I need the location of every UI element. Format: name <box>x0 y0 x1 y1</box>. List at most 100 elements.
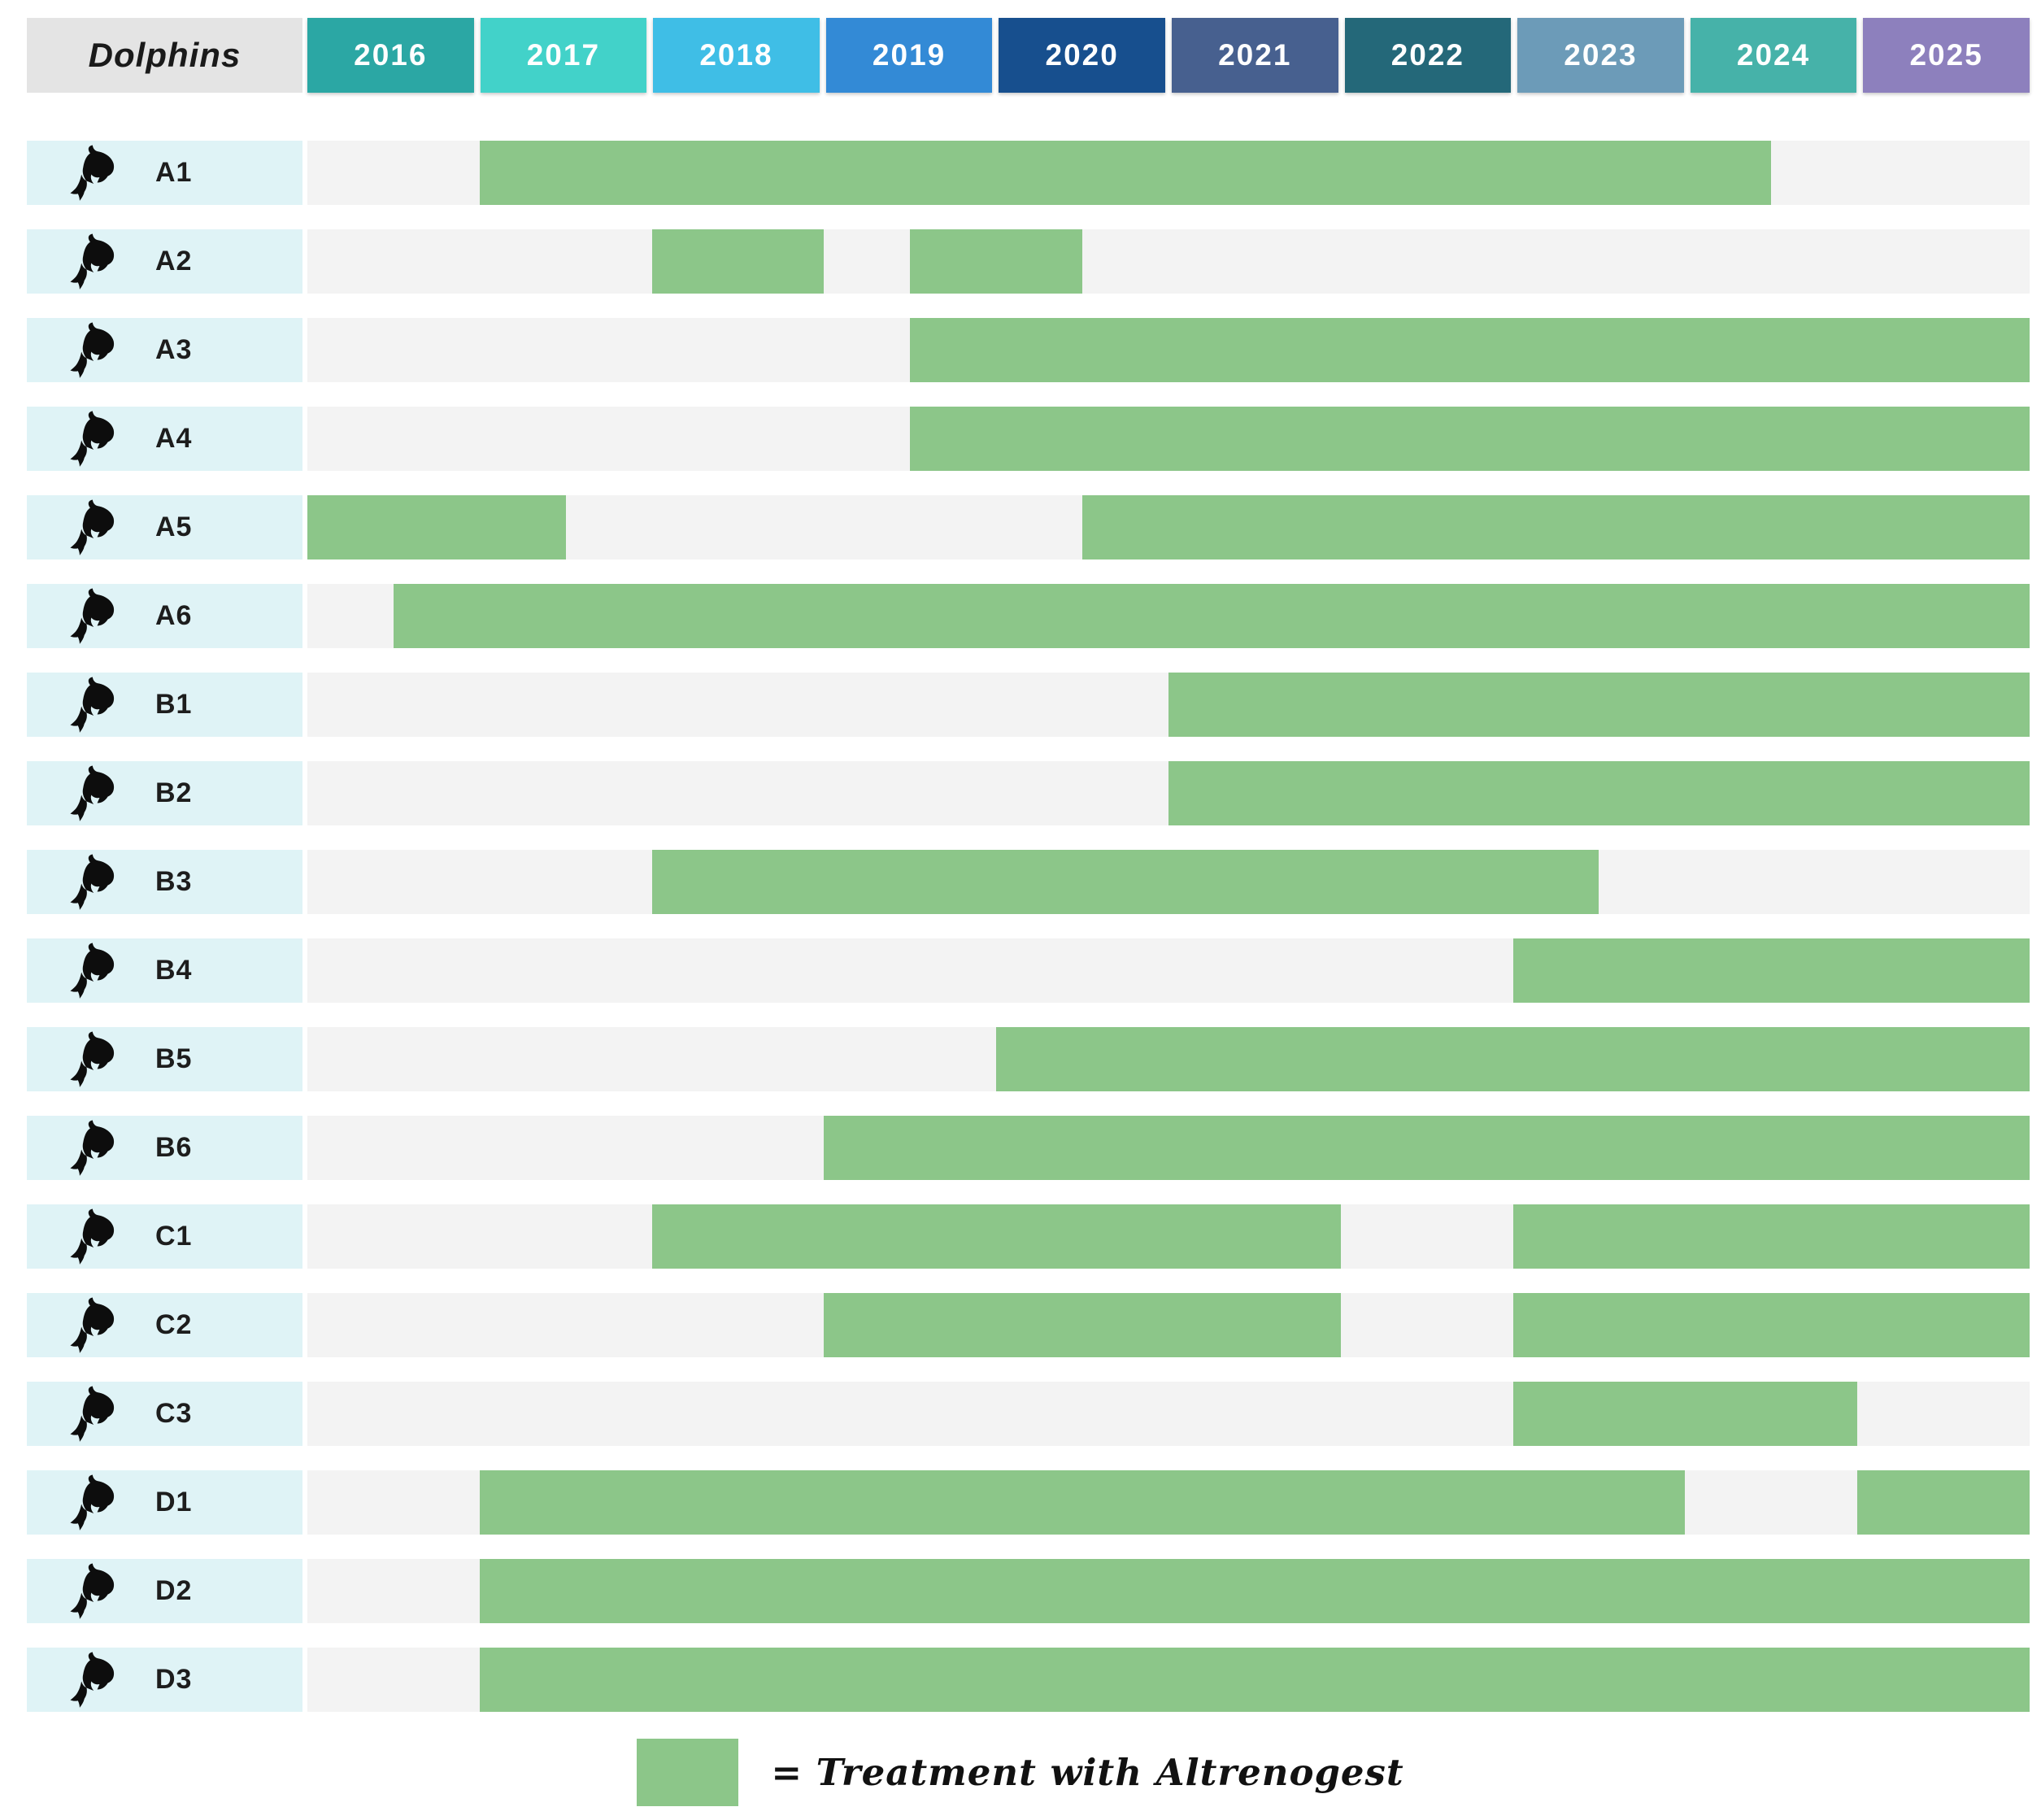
year-header-2020: 2020 <box>999 18 1165 93</box>
year-header-2021: 2021 <box>1171 18 1338 93</box>
treatment-bar <box>479 1470 1686 1535</box>
treatment-bar <box>307 495 566 559</box>
table-row-D1: D1 <box>27 1470 2030 1535</box>
row-label-text: A1 <box>155 157 193 188</box>
timeline-track <box>307 584 2030 648</box>
row-label-text: C1 <box>155 1221 193 1252</box>
row-label-text: A2 <box>155 246 193 276</box>
row-label-text: C3 <box>155 1398 193 1429</box>
table-row-A3: A3 <box>27 318 2030 382</box>
dolphin-icon <box>70 587 115 644</box>
row-label-text: A6 <box>155 600 193 631</box>
timeline-track <box>307 141 2030 205</box>
table-row-D2: D2 <box>27 1559 2030 1623</box>
treatment-bar <box>1857 1470 2030 1535</box>
treatment-bar <box>1512 1204 2030 1269</box>
dolphin-icon <box>70 764 115 821</box>
dolphin-icon <box>70 1651 115 1708</box>
row-label-text: D1 <box>155 1487 193 1517</box>
table-row-C1: C1 <box>27 1204 2030 1269</box>
row-label-cell: A4 <box>27 407 302 471</box>
treatment-bar <box>393 584 2030 648</box>
row-label-text: B5 <box>155 1043 193 1074</box>
timeline-track <box>307 1204 2030 1269</box>
timeline-track <box>307 495 2030 559</box>
row-label-cell: A5 <box>27 495 302 559</box>
year-header-2019: 2019 <box>825 18 993 93</box>
treatment-bar <box>910 318 2030 382</box>
dolphin-icon <box>70 1385 115 1442</box>
timeline-track <box>307 407 2030 471</box>
year-header-2023: 2023 <box>1517 18 1684 93</box>
dolphin-icon <box>70 1296 115 1353</box>
row-label-cell: D2 <box>27 1559 302 1623</box>
timeline-track <box>307 1470 2030 1535</box>
dolphin-icon <box>70 233 115 290</box>
table-row-B4: B4 <box>27 938 2030 1003</box>
timeline-track <box>307 850 2030 914</box>
table-row-A1: A1 <box>27 141 2030 205</box>
table-row-D3: D3 <box>27 1648 2030 1712</box>
table-row-B3: B3 <box>27 850 2030 914</box>
row-label-cell: D3 <box>27 1648 302 1712</box>
timeline-track <box>307 938 2030 1003</box>
row-label-cell: A6 <box>27 584 302 648</box>
row-label-cell: C3 <box>27 1382 302 1446</box>
treatment-bar <box>824 1293 1341 1357</box>
treatment-bar <box>479 1559 2030 1623</box>
dolphin-icon <box>70 410 115 467</box>
treatment-bar <box>651 229 825 294</box>
row-label-cell: D1 <box>27 1470 302 1535</box>
row-label-text: B2 <box>155 777 193 808</box>
treatment-bar <box>1512 938 2030 1003</box>
dolphin-icon <box>70 499 115 555</box>
row-label-cell: A2 <box>27 229 302 294</box>
dolphin-icon <box>70 1208 115 1265</box>
row-label-text: B3 <box>155 866 193 897</box>
dolphin-rows: A1 A2 A3 A4 A5 A6 B1 B2 B3 B4 B5 B6 C1 C… <box>0 141 2041 1712</box>
row-label-text: D3 <box>155 1664 193 1695</box>
dolphin-icon <box>70 321 115 378</box>
treatment-bar <box>1168 673 2030 737</box>
row-label-cell: B3 <box>27 850 302 914</box>
row-label-cell: C1 <box>27 1204 302 1269</box>
treatment-bar <box>1512 1382 1858 1446</box>
treatment-bar <box>996 1027 2030 1091</box>
dolphin-icon <box>70 1119 115 1176</box>
dolphin-icon <box>70 1562 115 1619</box>
dolphin-icon <box>70 942 115 999</box>
dolphin-icon <box>70 1474 115 1530</box>
timeline-track <box>307 1559 2030 1623</box>
year-header-2025: 2025 <box>1863 18 2030 93</box>
treatment-bar <box>479 141 1772 205</box>
treatment-bar <box>479 1648 2030 1712</box>
table-row-B2: B2 <box>27 761 2030 825</box>
table-row-C3: C3 <box>27 1382 2030 1446</box>
row-label-cell: A1 <box>27 141 302 205</box>
timeline-track <box>307 1293 2030 1357</box>
table-row-A6: A6 <box>27 584 2030 648</box>
treatment-bar <box>910 229 1083 294</box>
treatment-bar <box>1512 1293 2030 1357</box>
timeline-track <box>307 318 2030 382</box>
row-label-text: C2 <box>155 1309 193 1340</box>
timeline-track <box>307 1027 2030 1091</box>
year-header-2016: 2016 <box>307 18 474 93</box>
table-row-B6: B6 <box>27 1116 2030 1180</box>
table-row-B5: B5 <box>27 1027 2030 1091</box>
treatment-bar <box>1168 761 2030 825</box>
table-row-A4: A4 <box>27 407 2030 471</box>
treatment-bar <box>651 1204 1341 1269</box>
row-label-cell: A3 <box>27 318 302 382</box>
dolphin-icon <box>70 144 115 201</box>
timeline-track <box>307 673 2030 737</box>
legend-green-swatch <box>637 1738 739 1806</box>
row-label-text: A3 <box>155 334 193 365</box>
dolphin-icon <box>70 676 115 733</box>
chart-header-row: Dolphins 2016 2017 2018 2019 2020 2021 2022 202… <box>27 18 2030 93</box>
dolphin-icon <box>70 1030 115 1087</box>
year-header-strip: 2016 2017 2018 2019 2020 2021 2022 2023 2024 2025 <box>307 18 2030 93</box>
treatment-bar <box>651 850 1599 914</box>
row-label-cell: B2 <box>27 761 302 825</box>
table-row-C2: C2 <box>27 1293 2030 1357</box>
